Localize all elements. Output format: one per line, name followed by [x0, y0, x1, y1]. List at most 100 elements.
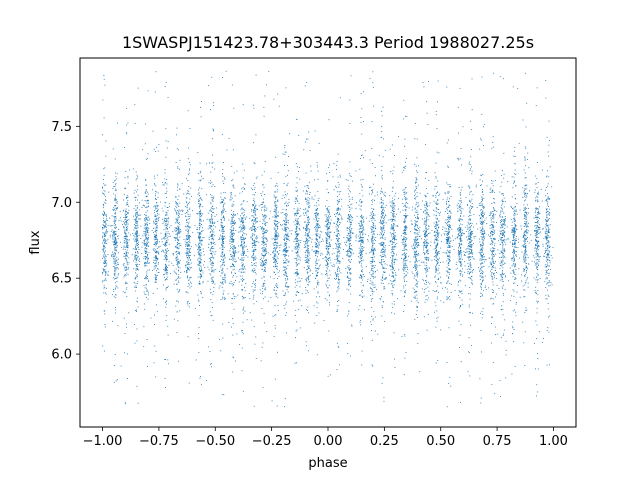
- data-point: [276, 191, 278, 193]
- data-point: [419, 371, 421, 373]
- data-point: [263, 198, 264, 200]
- data-point: [425, 242, 427, 243]
- data-point: [253, 162, 255, 164]
- data-point: [262, 239, 264, 241]
- data-point: [416, 157, 418, 159]
- data-point: [382, 234, 384, 236]
- data-point: [318, 237, 320, 239]
- data-point: [279, 247, 281, 249]
- data-point: [370, 262, 372, 264]
- data-point: [391, 250, 393, 252]
- data-point: [537, 231, 539, 232]
- data-point: [220, 350, 222, 352]
- data-point: [115, 312, 117, 314]
- data-point: [285, 286, 287, 287]
- data-point: [514, 169, 516, 171]
- data-point: [358, 309, 360, 311]
- data-point: [285, 272, 287, 274]
- data-point: [350, 273, 352, 275]
- data-point: [414, 193, 416, 195]
- data-point: [254, 270, 256, 272]
- data-point: [546, 364, 548, 366]
- data-point: [501, 207, 503, 209]
- data-point: [469, 226, 471, 228]
- data-point: [176, 127, 178, 129]
- data-point: [337, 196, 338, 198]
- data-point: [186, 291, 188, 293]
- data-point: [223, 203, 225, 205]
- scatter-points: [102, 70, 554, 408]
- data-point: [295, 243, 297, 245]
- data-point: [412, 267, 414, 268]
- data-point: [262, 184, 264, 186]
- data-point: [244, 219, 246, 220]
- data-point: [534, 212, 536, 214]
- data-point: [263, 232, 265, 234]
- data-point: [199, 241, 201, 243]
- data-point: [104, 234, 106, 236]
- data-point: [425, 223, 427, 225]
- data-point: [220, 192, 222, 194]
- data-point: [275, 217, 277, 219]
- data-point: [154, 267, 156, 269]
- data-point: [295, 269, 297, 270]
- data-point: [327, 220, 329, 222]
- data-point: [415, 233, 417, 235]
- data-point: [146, 265, 148, 267]
- data-point: [382, 208, 384, 210]
- data-point: [298, 258, 300, 260]
- data-point: [326, 242, 328, 244]
- data-point: [329, 294, 330, 296]
- data-point: [339, 364, 340, 366]
- data-point: [417, 214, 419, 216]
- data-point: [416, 229, 418, 231]
- data-point: [199, 377, 201, 379]
- data-point: [317, 263, 318, 265]
- data-point: [211, 238, 213, 240]
- data-point: [317, 272, 318, 274]
- data-point: [114, 220, 116, 222]
- data-point: [360, 294, 362, 296]
- data-point: [437, 285, 439, 287]
- data-point: [459, 273, 461, 274]
- data-point: [135, 171, 137, 173]
- data-point: [391, 272, 393, 274]
- data-point: [208, 243, 210, 245]
- data-point: [231, 233, 233, 235]
- data-point: [115, 262, 117, 264]
- data-point: [351, 325, 353, 327]
- data-point: [491, 253, 493, 255]
- data-point: [177, 204, 179, 206]
- data-point: [525, 195, 527, 196]
- data-point: [335, 243, 336, 245]
- data-point: [146, 226, 148, 228]
- data-point: [491, 240, 493, 242]
- data-point: [164, 172, 166, 174]
- data-point: [513, 254, 515, 256]
- data-point: [337, 233, 339, 235]
- data-point: [315, 215, 317, 217]
- data-point: [188, 229, 190, 231]
- data-point: [182, 209, 184, 211]
- data-point: [339, 234, 341, 236]
- data-point: [145, 211, 147, 213]
- data-point: [209, 109, 211, 111]
- data-point: [165, 387, 166, 388]
- data-point: [232, 263, 233, 265]
- data-point: [328, 164, 330, 166]
- data-point: [115, 238, 117, 240]
- data-point: [114, 216, 116, 218]
- data-point: [213, 231, 215, 233]
- data-point: [194, 225, 196, 227]
- data-point: [527, 277, 529, 278]
- data-point: [437, 262, 439, 264]
- data-point: [542, 341, 543, 343]
- data-point: [329, 274, 331, 276]
- data-point: [252, 205, 254, 207]
- data-point: [436, 237, 437, 239]
- data-point: [165, 319, 167, 321]
- data-point: [295, 337, 296, 339]
- data-point: [327, 211, 329, 213]
- data-point: [145, 252, 147, 254]
- data-point: [275, 241, 277, 243]
